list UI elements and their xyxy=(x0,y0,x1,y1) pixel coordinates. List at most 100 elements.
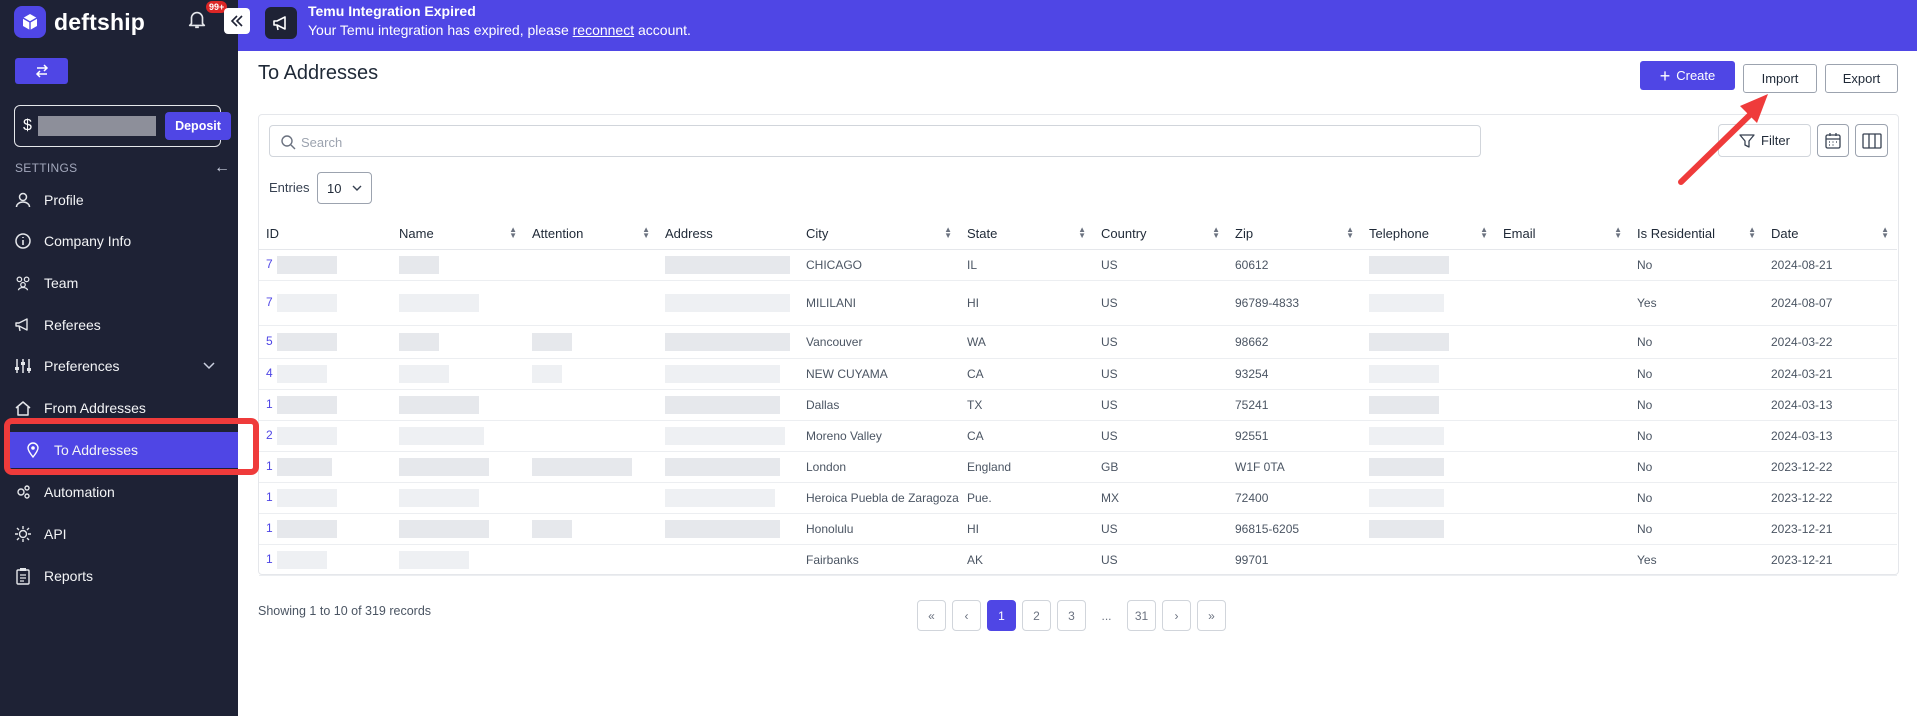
cell-id: 1 xyxy=(259,389,392,421)
entries-label: Entries xyxy=(269,180,310,195)
sort-icon: ▲ ▼ xyxy=(1748,225,1756,240)
sidebar-item-from-addresses[interactable]: From Addresses xyxy=(0,390,238,426)
cell-attention xyxy=(525,389,658,421)
sidebar-item-preferences[interactable]: Preferences xyxy=(0,348,238,384)
column-header-date[interactable]: Date ▲ ▼ xyxy=(1764,218,1897,250)
collapse-sidebar-button[interactable] xyxy=(224,8,250,34)
table-row[interactable]: 1 Heroica Puebla de Zaragoza Pue. MX 72400 No… xyxy=(259,482,1897,514)
previous-page-button[interactable]: ‹ xyxy=(952,600,981,631)
page-ellipsis: ... xyxy=(1092,600,1121,631)
last-page-button[interactable]: » xyxy=(1197,600,1226,631)
cell-date-value: 2023-12-22 xyxy=(1771,459,1833,474)
column-header-state[interactable]: State ▲ ▼ xyxy=(960,218,1094,250)
cell-zip: 60612 xyxy=(1228,249,1362,281)
column-header-is-residential[interactable]: Is Residential ▲ ▼ xyxy=(1630,218,1764,250)
columns-toggle-button[interactable] xyxy=(1855,124,1888,157)
date-filter-button[interactable] xyxy=(1817,124,1849,157)
redacted-value xyxy=(276,332,337,351)
back-arrow-icon[interactable]: ← xyxy=(214,159,230,176)
sidebar-item-reports[interactable]: Reports xyxy=(0,558,238,594)
cell-id-value: 7 xyxy=(266,294,273,309)
column-label: Email xyxy=(1503,225,1536,241)
column-header-email[interactable]: Email ▲ ▼ xyxy=(1496,218,1630,250)
column-header-zip[interactable]: Zip ▲ ▼ xyxy=(1228,218,1362,250)
cell-is-residential-value: No xyxy=(1637,459,1653,474)
table-row[interactable]: 1 Honolulu HI US 96815-6205 No 2023-12-21 xyxy=(259,513,1897,545)
page-button-31[interactable]: 31 xyxy=(1127,600,1156,631)
sidebar-item-referees[interactable]: Referees xyxy=(0,307,238,343)
cell-address xyxy=(658,544,799,576)
cell-zip: 93254 xyxy=(1228,358,1362,390)
brand[interactable]: deftship xyxy=(14,4,145,40)
sidebar-item-to-addresses[interactable]: To Addresses xyxy=(10,432,238,468)
sort-icon: ▲ ▼ xyxy=(1212,225,1220,240)
next-page-button[interactable]: › xyxy=(1162,600,1191,631)
redacted-value xyxy=(1369,488,1444,507)
entries-select[interactable]: 10 xyxy=(317,172,372,204)
chevron-down-icon xyxy=(202,358,216,375)
column-header-telephone[interactable]: Telephone ▲ ▼ xyxy=(1362,218,1496,250)
cell-state-value: TX xyxy=(967,397,983,412)
table-row[interactable]: 7 CHICAGO IL US 60612 No 2024-08-21 xyxy=(259,249,1897,281)
filter-button[interactable]: Filter xyxy=(1718,124,1811,157)
sort-icon: ▲ ▼ xyxy=(509,225,517,240)
cell-email xyxy=(1496,280,1630,326)
table-row[interactable]: 5 Vancouver WA US 98662 No 2024-03-22 xyxy=(259,325,1897,359)
cell-is-residential: No xyxy=(1630,420,1764,452)
records-summary: Showing 1 to 10 of 319 records xyxy=(258,604,432,618)
cell-is-residential: No xyxy=(1630,482,1764,514)
table-row[interactable]: 2 Moreno Valley CA US 92551 No 2024-03-13 xyxy=(259,420,1897,452)
bell-icon[interactable] xyxy=(186,8,210,32)
search-box[interactable] xyxy=(269,125,1481,157)
cell-email xyxy=(1496,544,1630,576)
cell-attention xyxy=(525,325,658,359)
cell-city-value: London xyxy=(806,459,847,474)
first-page-button[interactable]: « xyxy=(917,600,946,631)
cell-country: US xyxy=(1094,544,1228,576)
sidebar-item-team[interactable]: Team xyxy=(0,265,238,301)
redacted-value xyxy=(665,426,785,445)
double-chevron-left-icon xyxy=(230,15,243,27)
cell-zip: 92551 xyxy=(1228,420,1362,452)
filter-button-label: Filter xyxy=(1761,133,1790,148)
switch-account-button[interactable] xyxy=(15,58,68,84)
cell-state: CA xyxy=(960,358,1094,390)
column-header-city[interactable]: City ▲ ▼ xyxy=(799,218,960,250)
cell-is-residential: No xyxy=(1630,249,1764,281)
plus-icon: + xyxy=(1659,65,1671,86)
cell-date-value: 2024-03-21 xyxy=(1771,366,1833,381)
table-row[interactable]: 1 Dallas TX US 75241 No 2024-03-13 xyxy=(259,389,1897,421)
page-button-3[interactable]: 3 xyxy=(1057,600,1086,631)
import-button[interactable]: Import xyxy=(1743,64,1817,93)
addresses-table: ID Name ▲ ▼ Attention ▲ ▼ Address City ▲ ▼ Sta… xyxy=(259,218,1897,576)
cell-country-value: US xyxy=(1101,552,1118,567)
deposit-button[interactable]: Deposit xyxy=(165,112,231,140)
table-row[interactable]: 1 London England GB W1F 0TA No 2023-12-22 xyxy=(259,451,1897,483)
cell-name xyxy=(392,482,525,514)
column-header-country[interactable]: Country ▲ ▼ xyxy=(1094,218,1228,250)
sidebar-item-company-info[interactable]: Company Info xyxy=(0,223,238,259)
column-header-address[interactable]: Address xyxy=(658,218,799,250)
cell-state-value: England xyxy=(967,459,1012,474)
sidebar-item-profile[interactable]: Profile xyxy=(0,182,238,218)
redacted-value xyxy=(276,255,337,274)
column-header-name[interactable]: Name ▲ ▼ xyxy=(392,218,525,250)
cell-state: IL xyxy=(960,249,1094,281)
page-button-1[interactable]: 1 xyxy=(987,600,1016,631)
table-row[interactable]: 1 Fairbanks AK US 99701 Yes 2023-12-21 xyxy=(259,544,1897,576)
sort-icon: ▲ ▼ xyxy=(1480,225,1488,240)
column-header-attention[interactable]: Attention ▲ ▼ xyxy=(525,218,658,250)
cell-state: AK xyxy=(960,544,1094,576)
export-button[interactable]: Export xyxy=(1825,64,1898,93)
cell-is-residential: Yes xyxy=(1630,544,1764,576)
sidebar-item-automation[interactable]: Automation xyxy=(0,474,238,510)
sidebar-item-api[interactable]: API xyxy=(0,516,238,552)
column-header-id[interactable]: ID xyxy=(259,218,392,250)
cell-state-value: HI xyxy=(967,521,979,536)
page-button-2[interactable]: 2 xyxy=(1022,600,1051,631)
table-row[interactable]: 7 MILILANI HI US 96789-4833 Yes 2024-08-07 xyxy=(259,280,1897,326)
search-input[interactable] xyxy=(301,132,1461,152)
reconnect-link[interactable]: reconnect xyxy=(572,22,635,38)
create-button[interactable]: + Create xyxy=(1640,61,1735,90)
table-row[interactable]: 4 NEW CUYAMA CA US 93254 No 2024-03-21 xyxy=(259,358,1897,390)
